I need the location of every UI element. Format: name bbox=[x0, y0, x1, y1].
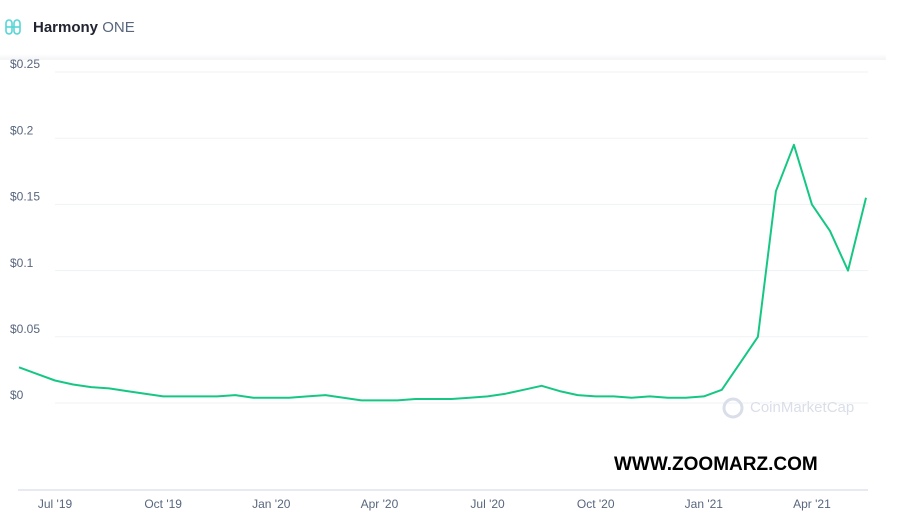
y-tick-label: $0.05 bbox=[10, 322, 40, 336]
x-tick-label: Jan '21 bbox=[685, 497, 724, 511]
x-tick-label: Oct '19 bbox=[144, 497, 182, 511]
chart-title: Harmony bbox=[33, 19, 99, 36]
x-tick-label: Oct '20 bbox=[577, 497, 615, 511]
y-tick-label: $0.15 bbox=[10, 190, 40, 204]
x-tick-label: Apr '20 bbox=[361, 497, 399, 511]
x-tick-label: Jan '20 bbox=[252, 497, 291, 511]
y-tick-label: $0.2 bbox=[10, 123, 34, 137]
x-tick-label: Apr '21 bbox=[793, 497, 831, 511]
watermark-text: CoinMarketCap bbox=[750, 399, 854, 416]
header-shadow bbox=[0, 54, 886, 60]
price-line bbox=[18, 143, 867, 402]
y-tick-label: $0.1 bbox=[10, 256, 34, 270]
chart-subtitle: ONE bbox=[102, 19, 135, 36]
logo bbox=[5, 19, 21, 35]
y-tick-label: $0 bbox=[10, 388, 24, 402]
header bbox=[0, 0, 886, 58]
x-tick-label: Jul '20 bbox=[470, 497, 505, 511]
y-tick-label: $0.25 bbox=[10, 57, 40, 71]
coin-name: Harmony ONE bbox=[33, 19, 135, 36]
x-tick-label: Jul '19 bbox=[38, 497, 73, 511]
annotation: WWW.ZOOMARZ.COM bbox=[614, 454, 818, 475]
watermark: CoinMarketCap bbox=[722, 397, 854, 419]
